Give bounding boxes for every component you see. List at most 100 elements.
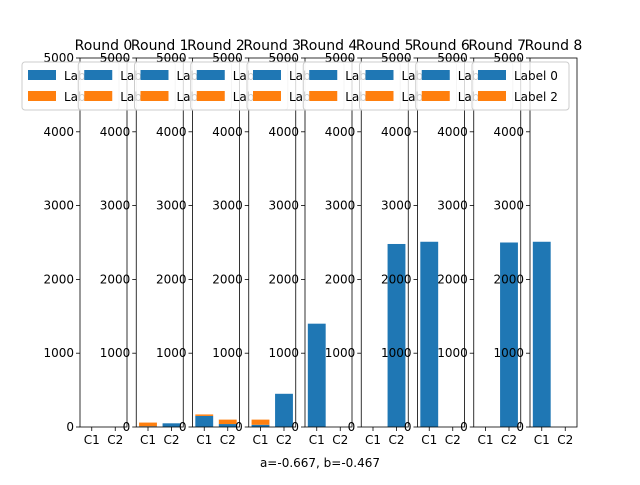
x-tick-label-6-0: C1 bbox=[421, 433, 437, 447]
y-tick-label-7-3000: 3000 bbox=[437, 199, 468, 213]
bar-3-c2-label-0 bbox=[275, 393, 293, 427]
panel-title-3: Round 3 bbox=[243, 38, 301, 54]
panel-frame-3 bbox=[248, 57, 297, 428]
x-tick-label-7-0: C1 bbox=[477, 433, 493, 447]
panel-frame-8 bbox=[529, 57, 578, 428]
x-tick-label-4-1: C2 bbox=[332, 433, 348, 447]
x-tick-label-4-0: C1 bbox=[309, 433, 325, 447]
y-tick-label-3-2000: 2000 bbox=[212, 272, 243, 286]
y-tick-label-6-1000: 1000 bbox=[381, 346, 412, 360]
y-tick-label-8-0: 0 bbox=[516, 420, 524, 434]
legend-swatch-2-1 bbox=[140, 91, 169, 101]
y-tick-label-5-1000: 1000 bbox=[325, 346, 356, 360]
y-tick-label-7-2000: 2000 bbox=[437, 272, 468, 286]
bar-7-c2-label-0 bbox=[500, 242, 518, 427]
panel-title-4: Round 4 bbox=[300, 38, 358, 54]
y-tick-label-4-1000: 1000 bbox=[268, 346, 299, 360]
bar-1-c2-label-0 bbox=[162, 423, 181, 427]
y-tick-label-3-1000: 1000 bbox=[212, 346, 243, 360]
bar-3-c1-label-0 bbox=[251, 424, 270, 427]
y-tick-label-8-1000: 1000 bbox=[493, 346, 524, 360]
bar-4-c1-label-0 bbox=[307, 323, 326, 427]
y-tick-label-6-4000: 4000 bbox=[381, 125, 412, 139]
y-tick-label-1-2000: 2000 bbox=[100, 272, 131, 286]
legend-swatch-8-0 bbox=[478, 70, 506, 80]
panel-frame-1 bbox=[135, 57, 184, 428]
y-tick-label-5-0: 0 bbox=[348, 420, 356, 434]
x-tick-label-8-1: C2 bbox=[557, 433, 573, 447]
y-tick-label-0-3000: 3000 bbox=[43, 199, 74, 213]
y-tick-label-1-0: 0 bbox=[123, 420, 131, 434]
legend-swatch-0-1 bbox=[28, 91, 56, 101]
x-tick-label-1-0: C1 bbox=[140, 433, 156, 447]
y-tick-label-3-0: 0 bbox=[235, 420, 243, 434]
panel-frame-6 bbox=[417, 57, 465, 428]
y-tick-label-5-4000: 4000 bbox=[325, 125, 356, 139]
legend-swatch-0-0 bbox=[28, 70, 56, 80]
y-tick-label-3-3000: 3000 bbox=[212, 199, 243, 213]
legend-label-8-1: Label 2 bbox=[514, 90, 558, 104]
legend-label-8-0: Label 0 bbox=[514, 69, 558, 83]
y-tick-label-0-2000: 2000 bbox=[43, 272, 74, 286]
y-tick-label-5-3000: 3000 bbox=[325, 199, 356, 213]
x-tick-label-3-1: C2 bbox=[276, 433, 292, 447]
bar-6-c1-label-0 bbox=[420, 241, 439, 427]
y-tick-label-3-4000: 4000 bbox=[212, 125, 243, 139]
x-tick-label-5-0: C1 bbox=[365, 433, 381, 447]
bar-8-c1-label-0 bbox=[532, 241, 551, 427]
bar-1-c1-label-2 bbox=[139, 422, 157, 427]
x-tick-label-2-1: C2 bbox=[220, 433, 236, 447]
x-tick-label-2-0: C1 bbox=[196, 433, 212, 447]
y-tick-label-7-1000: 1000 bbox=[437, 346, 468, 360]
legend-swatch-7-0 bbox=[421, 70, 450, 80]
x-tick-label-3-0: C1 bbox=[252, 433, 268, 447]
bar-2-c1-label-0 bbox=[195, 415, 214, 427]
legend-8: Label 0 Label 2 bbox=[471, 61, 570, 111]
bar-2-c2-label-2 bbox=[218, 419, 237, 425]
figure-caption: a=-0.667, b=-0.467 bbox=[259, 456, 381, 470]
x-tick-label-0-1: C2 bbox=[107, 433, 123, 447]
y-tick-label-8-2000: 2000 bbox=[493, 272, 524, 286]
panel-title-5: Round 5 bbox=[356, 38, 414, 54]
legend-swatch-3-1 bbox=[196, 91, 225, 101]
legend-swatch-1-1 bbox=[84, 91, 113, 101]
y-tick-label-1-1000: 1000 bbox=[100, 346, 131, 360]
y-tick-label-2-0: 0 bbox=[179, 420, 187, 434]
y-tick-label-0-1000: 1000 bbox=[43, 346, 74, 360]
y-tick-label-2-3000: 3000 bbox=[156, 199, 187, 213]
panel-frame-5 bbox=[360, 57, 409, 428]
legend-swatch-1-0 bbox=[84, 70, 113, 80]
y-tick-label-0-4000: 4000 bbox=[43, 125, 74, 139]
legend-swatch-4-1 bbox=[253, 91, 281, 101]
y-tick-label-6-3000: 3000 bbox=[381, 199, 412, 213]
y-tick-label-5-2000: 2000 bbox=[325, 272, 356, 286]
y-tick-label-1-3000: 3000 bbox=[100, 199, 131, 213]
y-tick-label-2-1000: 1000 bbox=[156, 346, 187, 360]
y-tick-label-7-4000: 4000 bbox=[437, 125, 468, 139]
panel-title-1: Round 1 bbox=[131, 38, 189, 54]
x-tick-label-0-0: C1 bbox=[84, 433, 100, 447]
y-tick-label-4-3000: 3000 bbox=[268, 199, 299, 213]
y-tick-label-8-4000: 4000 bbox=[493, 125, 524, 139]
x-tick-label-6-1: C2 bbox=[445, 433, 461, 447]
panel-frame-4 bbox=[304, 57, 353, 428]
panel-frame-0 bbox=[79, 57, 128, 428]
x-tick-label-7-1: C2 bbox=[501, 433, 517, 447]
y-tick-label-2-4000: 4000 bbox=[156, 125, 187, 139]
y-tick-label-6-0: 0 bbox=[404, 420, 412, 434]
x-tick-label-8-0: C1 bbox=[534, 433, 550, 447]
panel-title-7: Round 7 bbox=[468, 38, 526, 54]
legend-swatch-6-0 bbox=[365, 70, 394, 80]
y-tick-label-1-4000: 4000 bbox=[100, 125, 131, 139]
panel-frame-2 bbox=[192, 57, 240, 428]
y-tick-label-4-4000: 4000 bbox=[268, 125, 299, 139]
y-tick-label-0-0: 0 bbox=[66, 420, 74, 434]
panel-frame-7 bbox=[473, 57, 522, 428]
legend-swatch-6-1 bbox=[365, 91, 394, 101]
bar-3-c1-label-2 bbox=[251, 419, 270, 425]
x-tick-label-5-1: C2 bbox=[388, 433, 404, 447]
